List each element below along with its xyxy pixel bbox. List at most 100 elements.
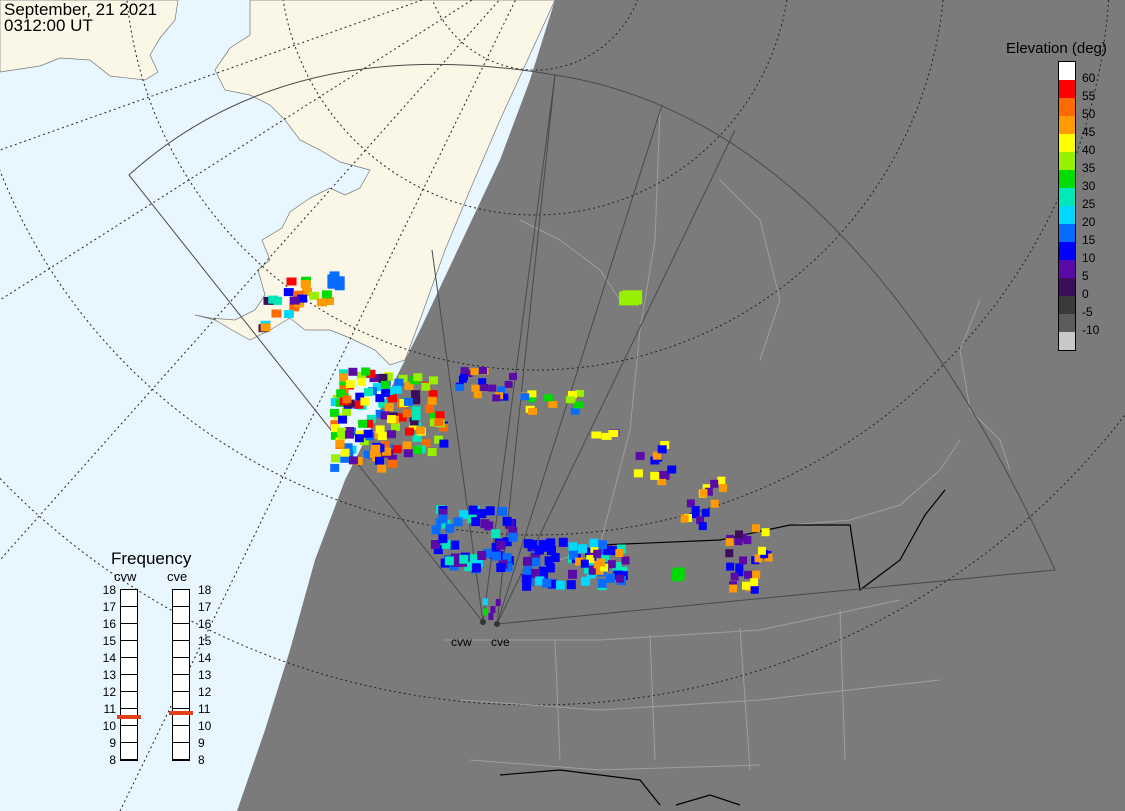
echo-cell [427, 396, 437, 405]
echo-cell [380, 441, 390, 450]
echo-cell [387, 415, 396, 424]
echo-cell [428, 390, 438, 398]
echo-cell [607, 560, 616, 569]
echo-cell [608, 430, 619, 437]
echo-cell [504, 380, 513, 388]
echo-cell [403, 397, 413, 406]
echo-cell [717, 476, 726, 485]
echo-cell [377, 464, 387, 473]
echo-cell [496, 563, 506, 573]
echo-cell [391, 422, 400, 431]
echo-cell [522, 581, 532, 591]
echo-cell [764, 553, 773, 562]
echo-cell [394, 378, 404, 387]
echo-cell [615, 549, 624, 557]
echo-cell [380, 411, 390, 420]
echo-cell [488, 613, 494, 621]
echo-cell [433, 545, 443, 555]
echo-cell [383, 372, 393, 381]
echo-cell [701, 508, 710, 517]
legend-label: 40 [1082, 143, 1096, 157]
echo-cell [348, 367, 358, 376]
echo-cell [335, 439, 345, 448]
echo-cell [498, 506, 507, 516]
echo-cell [657, 445, 667, 454]
echo-cell [388, 394, 397, 403]
echo-cell [575, 557, 584, 566]
echo-cell [348, 456, 358, 465]
frequency-cell [173, 692, 189, 709]
legend-swatch [1059, 80, 1075, 98]
echo-cell [408, 421, 418, 430]
echo-cell [586, 555, 595, 563]
echo-cell [330, 398, 340, 407]
echo-cell [471, 563, 481, 573]
frequency-radar-label-cvw: cvw [114, 569, 137, 584]
echo-cell [338, 415, 347, 424]
frequency-tick-label: 12 [102, 685, 116, 699]
echo-cell [547, 546, 556, 555]
echo-cell [403, 449, 413, 458]
echo-cell [491, 529, 501, 539]
echo-cell [459, 510, 469, 520]
echo-cell [375, 456, 384, 465]
echo-cell [392, 385, 402, 394]
legend-swatch [1059, 332, 1075, 350]
echo-cell [477, 551, 487, 560]
frequency-cell [121, 607, 137, 624]
echo-cell [283, 310, 294, 318]
echo-cell [566, 580, 576, 590]
frequency-tick-label: 15 [198, 634, 212, 648]
echo-cell [600, 553, 610, 563]
echo-cell [509, 372, 517, 380]
echo-cell [366, 414, 376, 423]
echo-cell [388, 459, 398, 468]
echo-cell [425, 405, 434, 413]
legend-swatch [1059, 134, 1075, 152]
echo-cell [538, 566, 548, 576]
echo-cell [726, 562, 735, 571]
echo-cell [508, 527, 518, 536]
echo-cell [453, 517, 463, 527]
echo-cell [430, 540, 440, 549]
legend-swatch [1059, 242, 1075, 260]
echo-cell [333, 413, 343, 422]
echo-cell [411, 396, 421, 405]
frequency-tick-label: 10 [198, 719, 212, 733]
echo-cell [464, 562, 474, 572]
echo-cell [754, 554, 763, 563]
echo-cell [378, 399, 388, 408]
echo-cell [704, 487, 713, 496]
echo-cell [597, 578, 607, 588]
echo-cell [455, 384, 464, 392]
echo-cell [595, 566, 604, 575]
echo-cell [534, 545, 544, 555]
frequency-panel-title: Frequency [111, 549, 192, 568]
site-marker-cve[interactable] [494, 621, 500, 627]
echo-cell [375, 409, 385, 418]
frequency-tick-label: 17 [198, 600, 212, 614]
site-marker-cvw[interactable] [480, 619, 486, 625]
echo-cell [543, 394, 553, 402]
frequency-cell [173, 590, 189, 607]
echo-cell [429, 412, 439, 421]
echo-cell [729, 584, 738, 593]
frequency-cell [121, 692, 137, 709]
echo-cell [734, 537, 743, 546]
echo-cell [339, 373, 349, 382]
echo-cell [387, 430, 396, 439]
echo-cell [544, 556, 554, 566]
legend-label: 15 [1082, 233, 1096, 247]
echo-cell [439, 439, 449, 448]
echo-cell [691, 506, 700, 514]
echo-cell [710, 499, 719, 508]
echo-cell [402, 441, 412, 450]
echo-cell [331, 424, 341, 433]
echo-cell [371, 444, 381, 453]
echo-cell [361, 367, 371, 376]
echo-cell [568, 390, 577, 398]
echo-cell [372, 383, 382, 392]
echo-cell [460, 373, 468, 381]
legend-swatch [1059, 152, 1075, 170]
